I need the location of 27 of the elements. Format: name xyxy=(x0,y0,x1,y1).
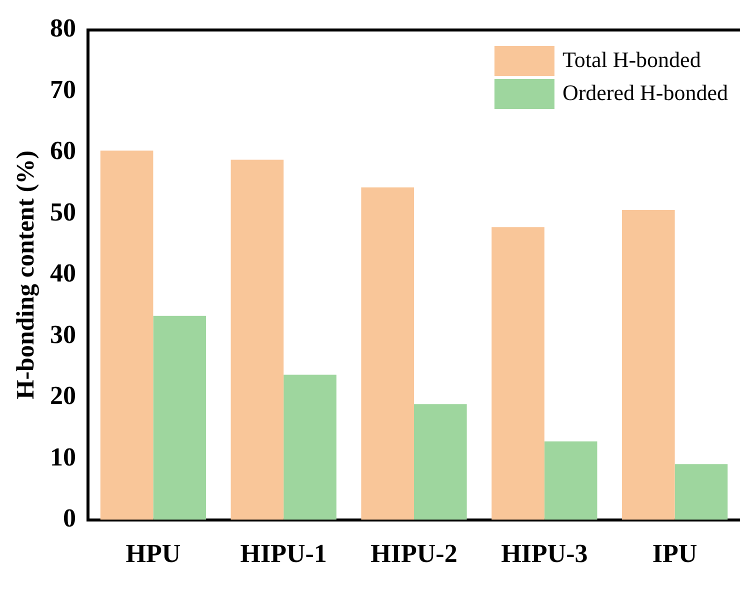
bar xyxy=(100,150,154,520)
bar xyxy=(414,404,467,520)
y-tick-label: 40 xyxy=(50,258,76,288)
bar xyxy=(230,160,284,520)
y-tick-label: 20 xyxy=(50,381,76,410)
bar xyxy=(544,441,598,520)
y-tick-label: 0 xyxy=(63,504,76,533)
x-tick-label: HIPU-1 xyxy=(240,539,327,568)
legend-label: Ordered H-bonded xyxy=(562,80,728,105)
y-tick-label: 50 xyxy=(50,197,76,226)
bar xyxy=(361,187,414,520)
bar xyxy=(284,374,336,520)
y-tick-label: 30 xyxy=(50,320,76,349)
bar xyxy=(674,464,728,520)
bar xyxy=(153,316,206,520)
x-tick-label: HIPU-2 xyxy=(370,539,458,568)
x-tick-label: HPU xyxy=(126,539,181,568)
y-tick-label: 60 xyxy=(50,136,76,166)
bar xyxy=(622,210,675,520)
y-tick-label: 70 xyxy=(50,74,76,104)
bar xyxy=(492,227,544,520)
x-tick-label: HIPU-3 xyxy=(501,539,588,568)
y-tick-label: 80 xyxy=(50,14,76,43)
x-tick-label: IPU xyxy=(652,539,698,568)
y-tick-label: 10 xyxy=(50,442,76,472)
legend-label: Total H-bonded xyxy=(562,46,701,72)
y-axis-title: H-bonding content (%) xyxy=(12,150,40,400)
